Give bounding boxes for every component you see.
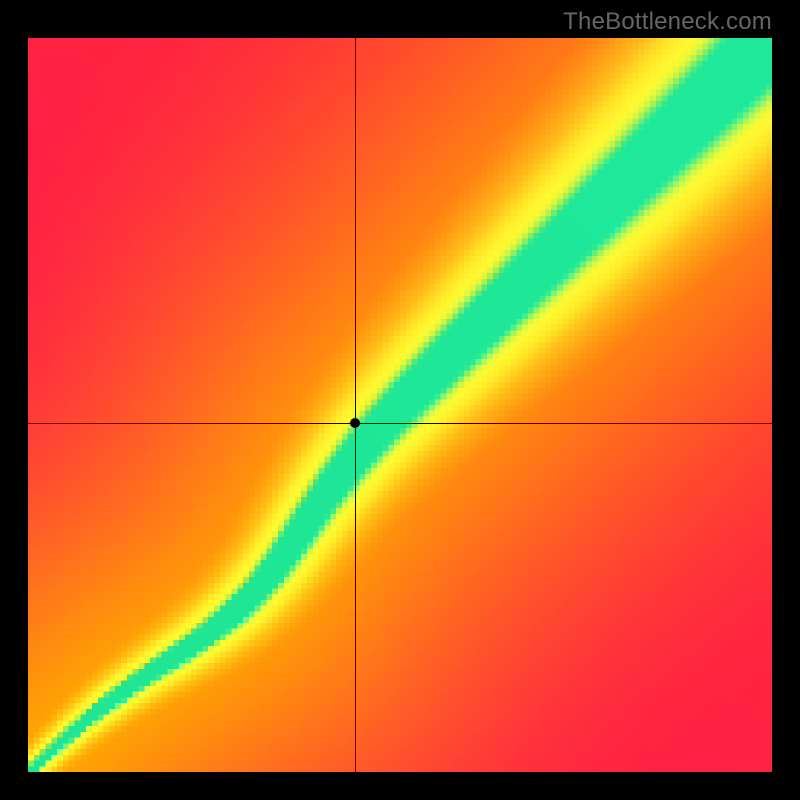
crosshair-horizontal xyxy=(28,423,772,424)
plot-area xyxy=(28,38,772,772)
watermark-text: TheBottleneck.com xyxy=(563,8,772,36)
crosshair-vertical xyxy=(355,38,356,772)
chart-container: TheBottleneck.com xyxy=(0,0,800,800)
bottleneck-heatmap xyxy=(28,38,772,772)
selection-marker xyxy=(350,418,360,428)
